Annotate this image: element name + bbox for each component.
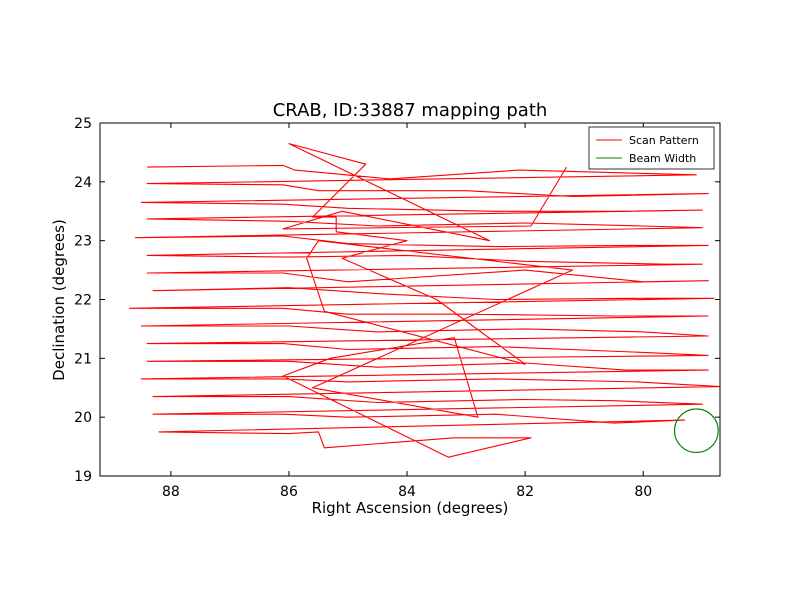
y-tick-label: 22 — [74, 293, 92, 309]
x-tick-label: 80 — [634, 484, 652, 500]
series-layer — [128, 143, 720, 458]
y-tick-label: 25 — [74, 116, 92, 132]
scan-pattern-line — [128, 143, 720, 458]
y-axis-label: Declination (degrees) — [50, 219, 68, 381]
beam-layer — [673, 408, 719, 454]
x-tick-label: 84 — [398, 484, 416, 500]
legend: Scan Pattern Beam Width — [588, 126, 715, 170]
y-tick-label: 19 — [74, 469, 92, 485]
x-axis-label: Right Ascension (degrees) — [312, 499, 509, 517]
chart-title: CRAB, ID:33887 mapping path — [273, 100, 548, 121]
legend-box — [588, 126, 715, 170]
legend-scan-pattern-label: Scan Pattern — [629, 134, 699, 147]
x-tick-label: 86 — [280, 484, 298, 500]
x-tick-label: 88 — [162, 484, 180, 500]
y-tick-label: 24 — [74, 175, 92, 191]
y-tick-label: 20 — [74, 410, 92, 426]
y-tick-label: 21 — [74, 351, 92, 367]
beam-width-circle — [673, 408, 719, 454]
legend-beam-width-label: Beam Width — [629, 152, 696, 165]
y-tick-label: 23 — [74, 234, 92, 250]
x-tick-label: 82 — [516, 484, 534, 500]
y-axis: 19 20 21 22 23 24 25 — [74, 116, 720, 485]
x-axis: 88 86 84 82 80 — [162, 123, 652, 500]
